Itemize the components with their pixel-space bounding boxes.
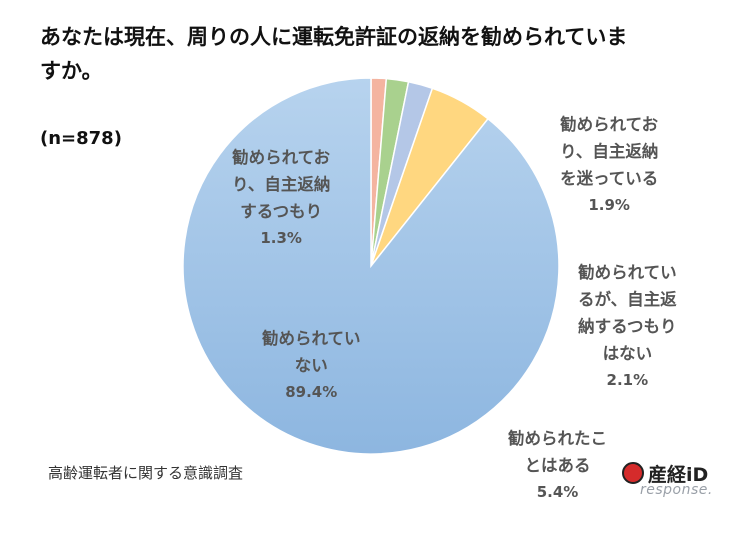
slice-label-5: 勧められてい ない 89.4%	[262, 298, 361, 433]
slice-label-5-text: 勧められてい ない	[262, 329, 361, 375]
slice-label-3: 勧められてい るが、自主返 納するつもり はない 2.1%	[578, 232, 677, 421]
survey-name: 高齢運転者に関する意識調査	[48, 464, 244, 482]
sample-size: (n=878)	[40, 128, 122, 149]
slice-label-1-value: 1.3%	[260, 229, 302, 247]
slice-label-1: 勧められてお り、自主返納 するつもり 1.3%	[232, 117, 330, 279]
brand-logo: 産経iD response.	[622, 460, 740, 500]
brand-mark-icon	[622, 462, 644, 484]
slice-label-3-value: 2.1%	[606, 371, 649, 389]
brand-name: 産経iD	[648, 464, 709, 486]
slice-label-3-text: 勧められてい るが、自主返 納するつもり はない	[578, 263, 677, 363]
slice-label-2: 勧められてお り、自主返納 を迷っている 1.9%	[560, 84, 658, 246]
slice-label-1-text: 勧められてお り、自主返納 するつもり	[232, 148, 331, 221]
watermark-text: response.	[640, 482, 713, 498]
pie-slice-5	[182, 77, 560, 455]
slice-label-4: 勧められたこ とはある 5.4%	[508, 398, 607, 533]
slice-label-2-text: 勧められてお り、自主返納 を迷っている	[560, 115, 659, 188]
slice-label-4-value: 5.4%	[536, 483, 579, 501]
pie-chart	[182, 77, 560, 455]
slice-label-4-text: 勧められたこ とはある	[508, 429, 607, 475]
chart-title: あなたは現在、周りの人に運転免許証の返納を勧められていますか。	[40, 25, 628, 83]
slice-label-2-value: 1.9%	[588, 196, 630, 214]
slice-label-5-value: 89.4%	[285, 383, 338, 401]
